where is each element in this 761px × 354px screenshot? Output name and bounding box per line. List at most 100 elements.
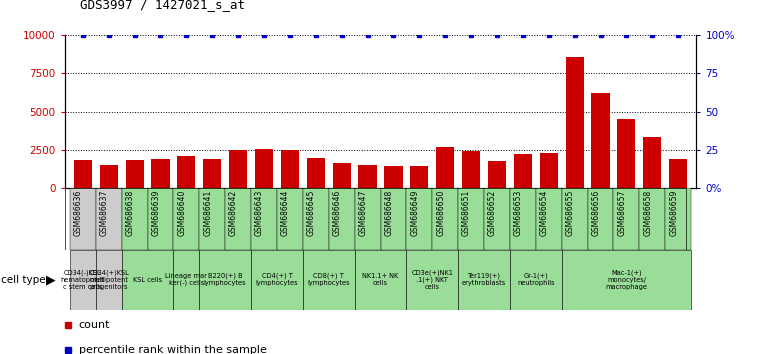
Bar xyxy=(436,147,454,188)
Bar xyxy=(174,250,199,310)
Bar xyxy=(406,188,432,250)
Bar xyxy=(199,250,251,310)
Text: GSM686645: GSM686645 xyxy=(307,189,316,236)
Bar xyxy=(203,159,221,188)
Text: GSM686641: GSM686641 xyxy=(203,189,212,236)
Bar xyxy=(251,188,277,250)
Text: CD34(-)KSL
hematopoieti
c stem cells: CD34(-)KSL hematopoieti c stem cells xyxy=(60,269,105,290)
Text: GSM686638: GSM686638 xyxy=(126,189,135,236)
Text: CD3e(+)NK1
.1(+) NKT
cells: CD3e(+)NK1 .1(+) NKT cells xyxy=(412,269,454,290)
Text: GSM686642: GSM686642 xyxy=(229,189,238,236)
Bar xyxy=(458,188,484,250)
Bar xyxy=(639,188,665,250)
Bar xyxy=(355,188,380,250)
Text: cell type: cell type xyxy=(1,275,46,285)
Bar xyxy=(488,161,506,188)
Bar xyxy=(255,149,273,188)
Text: CD4(+) T
lymphocytes: CD4(+) T lymphocytes xyxy=(256,273,298,286)
Bar xyxy=(281,150,299,188)
Bar xyxy=(384,166,403,188)
Text: Mac-1(+)
monocytes/
macrophage: Mac-1(+) monocytes/ macrophage xyxy=(606,269,648,290)
Text: GSM686658: GSM686658 xyxy=(643,189,652,236)
Text: GSM686659: GSM686659 xyxy=(669,189,678,236)
Text: GSM686636: GSM686636 xyxy=(74,189,83,236)
Bar xyxy=(587,188,613,250)
Text: GSM686657: GSM686657 xyxy=(617,189,626,236)
Bar xyxy=(277,188,303,250)
Text: percentile rank within the sample: percentile rank within the sample xyxy=(78,345,266,354)
Bar xyxy=(251,250,303,310)
Text: GSM686646: GSM686646 xyxy=(333,189,342,236)
Text: GSM686653: GSM686653 xyxy=(514,189,523,236)
Bar xyxy=(70,250,96,310)
Bar xyxy=(303,188,329,250)
Bar xyxy=(70,188,96,250)
Text: Gr-1(+)
neutrophils: Gr-1(+) neutrophils xyxy=(517,273,555,286)
Text: GSM686644: GSM686644 xyxy=(281,189,290,236)
Bar xyxy=(126,160,144,188)
Bar xyxy=(380,188,406,250)
Bar xyxy=(122,250,174,310)
Bar xyxy=(643,137,661,188)
Bar xyxy=(329,188,355,250)
Bar xyxy=(177,156,196,188)
Text: GSM686652: GSM686652 xyxy=(488,189,497,236)
Text: Ter119(+)
erythroblasts: Ter119(+) erythroblasts xyxy=(462,273,506,286)
Bar xyxy=(510,250,562,310)
Bar xyxy=(307,158,325,188)
Text: B220(+) B
lymphocytes: B220(+) B lymphocytes xyxy=(204,273,247,286)
Bar xyxy=(358,165,377,188)
Bar xyxy=(613,188,639,250)
Bar xyxy=(74,160,92,188)
Bar xyxy=(225,188,251,250)
Bar xyxy=(410,166,428,188)
Text: KSL cells: KSL cells xyxy=(133,277,162,282)
Text: GSM686654: GSM686654 xyxy=(540,189,549,236)
Bar xyxy=(406,250,458,310)
Bar xyxy=(462,151,480,188)
Text: GSM686639: GSM686639 xyxy=(151,189,161,236)
Text: GSM686647: GSM686647 xyxy=(358,189,368,236)
Text: GSM686648: GSM686648 xyxy=(384,189,393,236)
Bar xyxy=(151,159,170,188)
Text: GDS3997 / 1427021_s_at: GDS3997 / 1427021_s_at xyxy=(80,0,245,11)
Bar xyxy=(665,188,691,250)
Bar xyxy=(562,250,691,310)
Text: GSM686655: GSM686655 xyxy=(565,189,575,236)
Bar xyxy=(484,188,510,250)
Text: GSM686640: GSM686640 xyxy=(177,189,186,236)
Bar xyxy=(432,188,458,250)
Text: GSM686643: GSM686643 xyxy=(255,189,264,236)
Text: GSM686650: GSM686650 xyxy=(436,189,445,236)
Bar xyxy=(565,57,584,188)
Bar xyxy=(510,188,536,250)
Text: NK1.1+ NK
cells: NK1.1+ NK cells xyxy=(362,273,399,286)
Text: GSM686637: GSM686637 xyxy=(100,189,109,236)
Text: count: count xyxy=(78,320,110,330)
Bar xyxy=(540,153,558,188)
Bar xyxy=(96,188,122,250)
Bar xyxy=(199,188,225,250)
Bar xyxy=(591,93,610,188)
Bar xyxy=(536,188,562,250)
Bar xyxy=(148,188,174,250)
Bar xyxy=(96,250,122,310)
Bar xyxy=(458,250,510,310)
Text: CD34(+)KSL
multipotent
progenitors: CD34(+)KSL multipotent progenitors xyxy=(88,269,129,290)
Text: GSM686656: GSM686656 xyxy=(591,189,600,236)
Bar xyxy=(514,154,532,188)
Bar xyxy=(333,162,351,188)
Bar xyxy=(122,188,148,250)
Bar xyxy=(100,165,118,188)
Bar xyxy=(669,159,687,188)
Bar xyxy=(355,250,406,310)
Bar xyxy=(229,150,247,188)
Bar xyxy=(617,119,635,188)
Bar xyxy=(174,188,199,250)
Bar xyxy=(303,250,355,310)
Text: CD8(+) T
lymphocytes: CD8(+) T lymphocytes xyxy=(307,273,350,286)
Bar xyxy=(562,188,587,250)
Text: ▶: ▶ xyxy=(46,273,56,286)
Text: Lineage mar
ker(-) cells: Lineage mar ker(-) cells xyxy=(165,273,207,286)
Text: GSM686649: GSM686649 xyxy=(410,189,419,236)
